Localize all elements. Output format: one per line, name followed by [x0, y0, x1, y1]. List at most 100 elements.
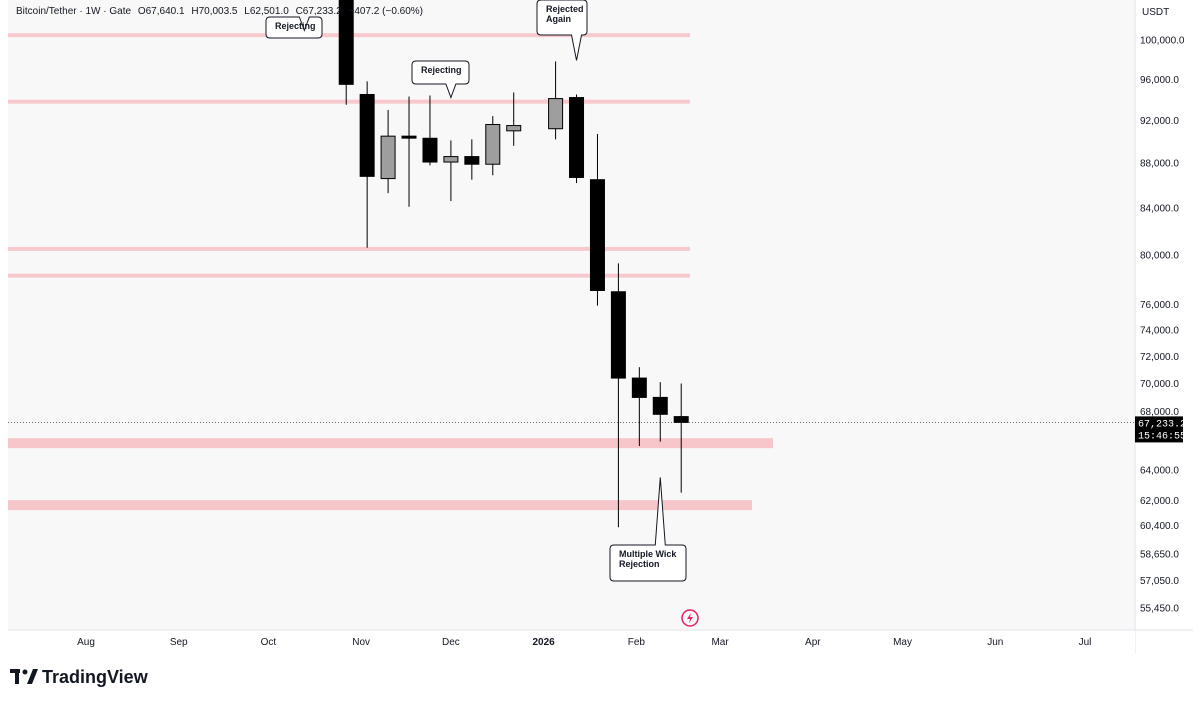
y-tick-label: 62,000.0: [1140, 496, 1179, 507]
candle[interactable]: [631, 367, 647, 447]
y-tick-label: 57,050.0: [1140, 576, 1179, 587]
annotation-bubble: [265, 16, 323, 39]
y-tick-label: 92,000.0: [1140, 116, 1179, 127]
legend: Bitcoin/Tether · 1W · Gate O67,640.1 H70…: [16, 6, 423, 17]
y-tick-label: 88,000.0: [1140, 159, 1179, 170]
zone[interactable]: [8, 246, 690, 251]
brand[interactable]: TradingView: [10, 667, 149, 687]
legend-open: O67,640.1: [138, 6, 185, 17]
chart-background: [8, 0, 1135, 630]
x-tick-label: Jun: [987, 637, 1003, 648]
y-tick-label: 68,000.0: [1140, 407, 1179, 418]
zone[interactable]: [8, 500, 752, 511]
replay-icon[interactable]: [681, 609, 699, 627]
x-tick-label: 2026: [533, 637, 556, 648]
legend-low: L62,501.0: [244, 6, 289, 17]
candle-body: [569, 97, 585, 178]
candle-body: [464, 156, 480, 165]
candle-body: [401, 135, 417, 139]
annotation-text: Rejecting: [275, 21, 316, 31]
y-tick-label: 58,650.0: [1140, 549, 1179, 560]
time-scale[interactable]: Aug Sep Oct Nov Dec 2026 Feb Mar Apr May Jun Jul: [77, 637, 1091, 648]
legend-symbol: Bitcoin/Tether: [16, 6, 77, 17]
candle[interactable]: [338, 0, 354, 105]
x-tick-label: Aug: [77, 637, 95, 648]
candle-body: [443, 156, 459, 163]
y-tick-label: 80,000.0: [1140, 250, 1179, 261]
legend-close: C67,233.2: [296, 6, 343, 17]
legend-interval: 1W: [85, 6, 101, 17]
annotation-callout[interactable]: Rejecting: [411, 60, 470, 99]
y-tick-label: 84,000.0: [1140, 203, 1179, 214]
annotation-bubble: [609, 477, 687, 582]
candle[interactable]: [673, 383, 689, 493]
zone[interactable]: [8, 273, 690, 278]
annotation-text: Again: [546, 14, 571, 24]
current-price-tag[interactable]: 67,233.215:46:55: [1135, 416, 1186, 443]
candle-body: [380, 135, 396, 180]
candle[interactable]: [485, 116, 501, 176]
currency-label: USDT: [1142, 7, 1169, 18]
annotation-text: Rejected: [546, 4, 584, 14]
candle[interactable]: [548, 61, 564, 140]
candle-body: [652, 396, 668, 415]
candle[interactable]: [464, 139, 480, 180]
svg-text:Bitcoin/Tether ·: Bitcoin/Tether · 1W · Gate O67,640.1 H70…: [16, 6, 423, 17]
legend-change: −407.2 (−0.60%): [349, 6, 424, 17]
candle-body: [589, 179, 605, 292]
legend-separator: ·: [103, 6, 109, 17]
x-tick-label: Sep: [170, 637, 188, 648]
annotation-callout[interactable]: Rejecting: [265, 16, 323, 39]
candle[interactable]: [401, 96, 417, 207]
annotation-text: Multiple Wick: [619, 549, 677, 559]
candle[interactable]: [443, 140, 459, 202]
y-tick-label: 74,000.0: [1140, 326, 1179, 337]
y-tick-label: 76,000.0: [1140, 300, 1179, 311]
candle[interactable]: [422, 95, 438, 166]
candle[interactable]: [610, 263, 626, 528]
bar-countdown: 15:46:55: [1138, 431, 1186, 442]
candle[interactable]: [569, 94, 585, 184]
annotation-text: Rejection: [619, 559, 660, 569]
y-tick-label: 72,000.0: [1140, 352, 1179, 363]
zone[interactable]: [8, 438, 773, 449]
tradingview-logo-icon: [10, 669, 38, 684]
brand-name: TradingView: [42, 667, 149, 687]
annotation-text: Rejecting: [421, 65, 462, 75]
price-scale[interactable]: 100,000.0 96,000.0 92,000.0 88,000.0 84,000.…: [1135, 36, 1186, 615]
legend-separator: ·: [79, 6, 85, 17]
candle[interactable]: [380, 109, 396, 194]
candle-body: [422, 137, 438, 163]
y-tick-label: 55,450.0: [1140, 604, 1179, 615]
candle[interactable]: [652, 382, 668, 442]
x-tick-label: Mar: [711, 637, 729, 648]
candle-body: [485, 124, 501, 165]
x-tick-label: Nov: [352, 637, 370, 648]
y-tick-label: 100,000.0: [1140, 36, 1185, 47]
candle-body: [548, 98, 564, 130]
candle[interactable]: [359, 81, 375, 248]
zone[interactable]: [8, 99, 690, 104]
candle[interactable]: [589, 134, 605, 306]
legend-high: H70,003.5: [191, 6, 238, 17]
annotation-bubble: [536, 0, 588, 61]
candle-body: [338, 0, 354, 85]
annotation-bubble: [411, 60, 470, 99]
x-tick-label: Apr: [805, 637, 821, 648]
y-tick-label: 64,000.0: [1140, 465, 1179, 476]
x-tick-label: Oct: [261, 637, 277, 648]
candlestick-series[interactable]: [338, 0, 689, 528]
price-scale-background: [1135, 0, 1193, 654]
candle-body: [631, 377, 647, 398]
y-tick-label: 60,400.0: [1140, 521, 1179, 532]
x-tick-label: May: [893, 637, 912, 648]
candle-body: [359, 93, 375, 177]
time-scale-background: [8, 630, 1135, 654]
y-tick-label: 96,000.0: [1140, 75, 1179, 86]
current-price-value: 67,233.2: [1138, 419, 1186, 430]
candle[interactable]: [506, 92, 522, 146]
